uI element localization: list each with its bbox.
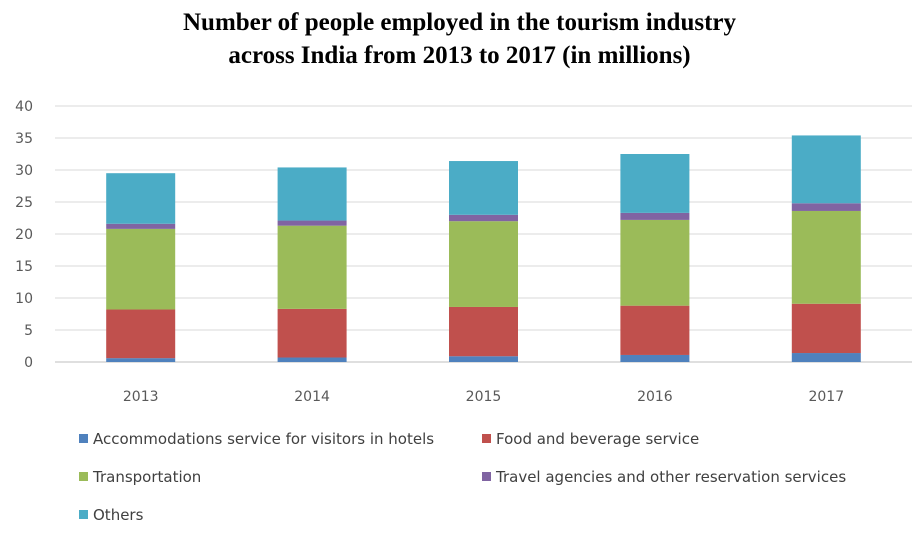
bar-segment-2014-4	[277, 167, 347, 221]
legend-swatch	[79, 472, 88, 481]
x-tick-label: 2016	[637, 389, 673, 405]
bar-segment-2015-2	[449, 221, 518, 307]
y-tick-label: 20	[15, 227, 33, 243]
y-tick-label: 30	[15, 163, 33, 179]
legend-swatch	[79, 510, 88, 519]
y-tick-label: 40	[15, 99, 33, 115]
legend-label: Food and beverage service	[496, 430, 700, 448]
x-tick-label: 2015	[466, 389, 502, 405]
y-tick-label: 35	[15, 131, 33, 147]
bar-segment-2016-3	[620, 212, 690, 220]
bar-segment-2016-0	[620, 354, 690, 362]
bar-segment-2013-1	[106, 309, 176, 359]
legend-swatch	[482, 434, 491, 443]
legend-item: Food and beverage service	[482, 430, 699, 448]
bar-segment-2013-0	[106, 358, 176, 362]
bar-segment-2014-0	[277, 357, 347, 362]
y-tick-label: 25	[15, 195, 33, 211]
legend-label: Others	[93, 506, 144, 524]
bar-segment-2014-3	[277, 220, 347, 226]
legend-label: Accommodations service for visitors in h…	[93, 430, 435, 448]
y-tick-label: 0	[24, 355, 33, 371]
legend-item: Accommodations service for visitors in h…	[79, 430, 434, 448]
bar-segment-2015-0	[449, 356, 518, 362]
bar-segment-2015-4	[449, 161, 518, 215]
bar-segment-2017-0	[791, 353, 861, 362]
bar-segment-2016-4	[620, 154, 690, 213]
bar-segment-2013-4	[106, 173, 176, 224]
bar-segment-2017-2	[791, 210, 861, 304]
legend-swatch	[482, 472, 491, 481]
bar-segment-2014-2	[277, 225, 347, 309]
y-tick-label: 5	[24, 323, 33, 339]
legend-item: Others	[79, 506, 143, 524]
bar-segment-2014-1	[277, 308, 347, 358]
stacked-bar-chart: 0 5 10 15 20 25 30 35 40 2013 2014 2015 2016 2017	[15, 99, 912, 405]
legend-label: Transportation	[93, 468, 202, 486]
bar-segment-2015-3	[449, 214, 518, 222]
y-tick-label: 10	[15, 291, 33, 307]
bar-segment-2015-1	[449, 306, 518, 357]
bar-segment-2017-4	[791, 135, 861, 204]
x-tick-label: 2014	[294, 389, 330, 405]
legend-swatch	[79, 434, 88, 443]
bar-segment-2017-3	[791, 203, 861, 211]
bar-segment-2013-2	[106, 228, 176, 310]
chart-title-line-1: Number of people employed in the tourism…	[182, 9, 737, 36]
bar-segment-2017-1	[791, 303, 861, 354]
x-tick-label: 2013	[123, 389, 159, 405]
chart-title: Number of people employed in the tourism…	[0, 6, 919, 72]
x-tick-label: 2017	[808, 389, 844, 405]
legend-item: Travel agencies and other reservation se…	[482, 468, 846, 486]
chart-title-line-2: across India from 2013 to 2017 (in milli…	[228, 42, 691, 69]
bar-segment-2016-1	[620, 305, 690, 355]
legend-label: Travel agencies and other reservation se…	[496, 468, 847, 486]
bar-segment-2016-2	[620, 219, 690, 306]
bar-segment-2013-3	[106, 223, 176, 229]
legend-item: Transportation	[79, 468, 201, 486]
y-tick-label: 15	[15, 259, 33, 275]
